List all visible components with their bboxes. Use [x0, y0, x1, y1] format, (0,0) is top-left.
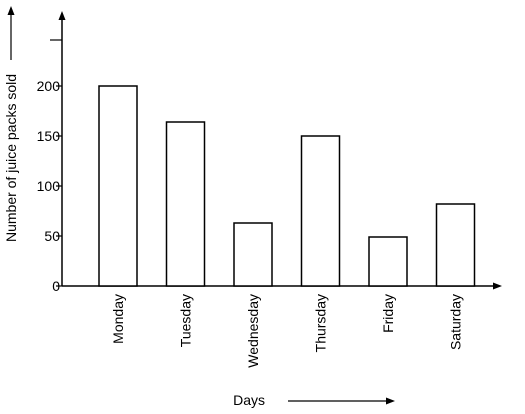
x-category-label: Monday: [110, 294, 126, 344]
y-axis-arrowhead: [58, 11, 66, 20]
bar-tuesday: [165, 121, 206, 287]
x-category-label: Thursday: [313, 294, 329, 352]
y-ticks: 0 50 100 150 200: [37, 39, 62, 294]
y-tick-label: 100: [37, 178, 61, 194]
axis-arrows: [7, 6, 502, 405]
bar-wednesday: [233, 222, 273, 287]
x-category-label: Friday: [380, 294, 396, 333]
x-axis-arrowhead: [493, 282, 502, 290]
x-category-label: Saturday: [448, 294, 464, 350]
y-tick-label: 0: [52, 278, 60, 294]
x-category-labels: Monday Tuesday Wednesday Thursday Friday Satu…: [110, 294, 464, 368]
x-title-arrowhead: [386, 397, 395, 405]
y-tick-label: 50: [44, 228, 60, 244]
x-axis-title: Days: [233, 392, 265, 408]
bar-friday: [368, 236, 408, 287]
bars: [98, 85, 476, 287]
bar-monday: [98, 85, 138, 287]
bar-thursday: [300, 135, 341, 287]
bar-saturday: [435, 203, 476, 287]
y-title-arrowhead: [7, 6, 15, 15]
y-tick-label: 150: [37, 128, 61, 144]
x-category-label: Tuesday: [178, 294, 194, 347]
y-tick-label: 200: [37, 78, 61, 94]
x-category-label: Wednesday: [245, 294, 261, 368]
y-axis-title: Number of juice packs sold: [3, 74, 19, 242]
